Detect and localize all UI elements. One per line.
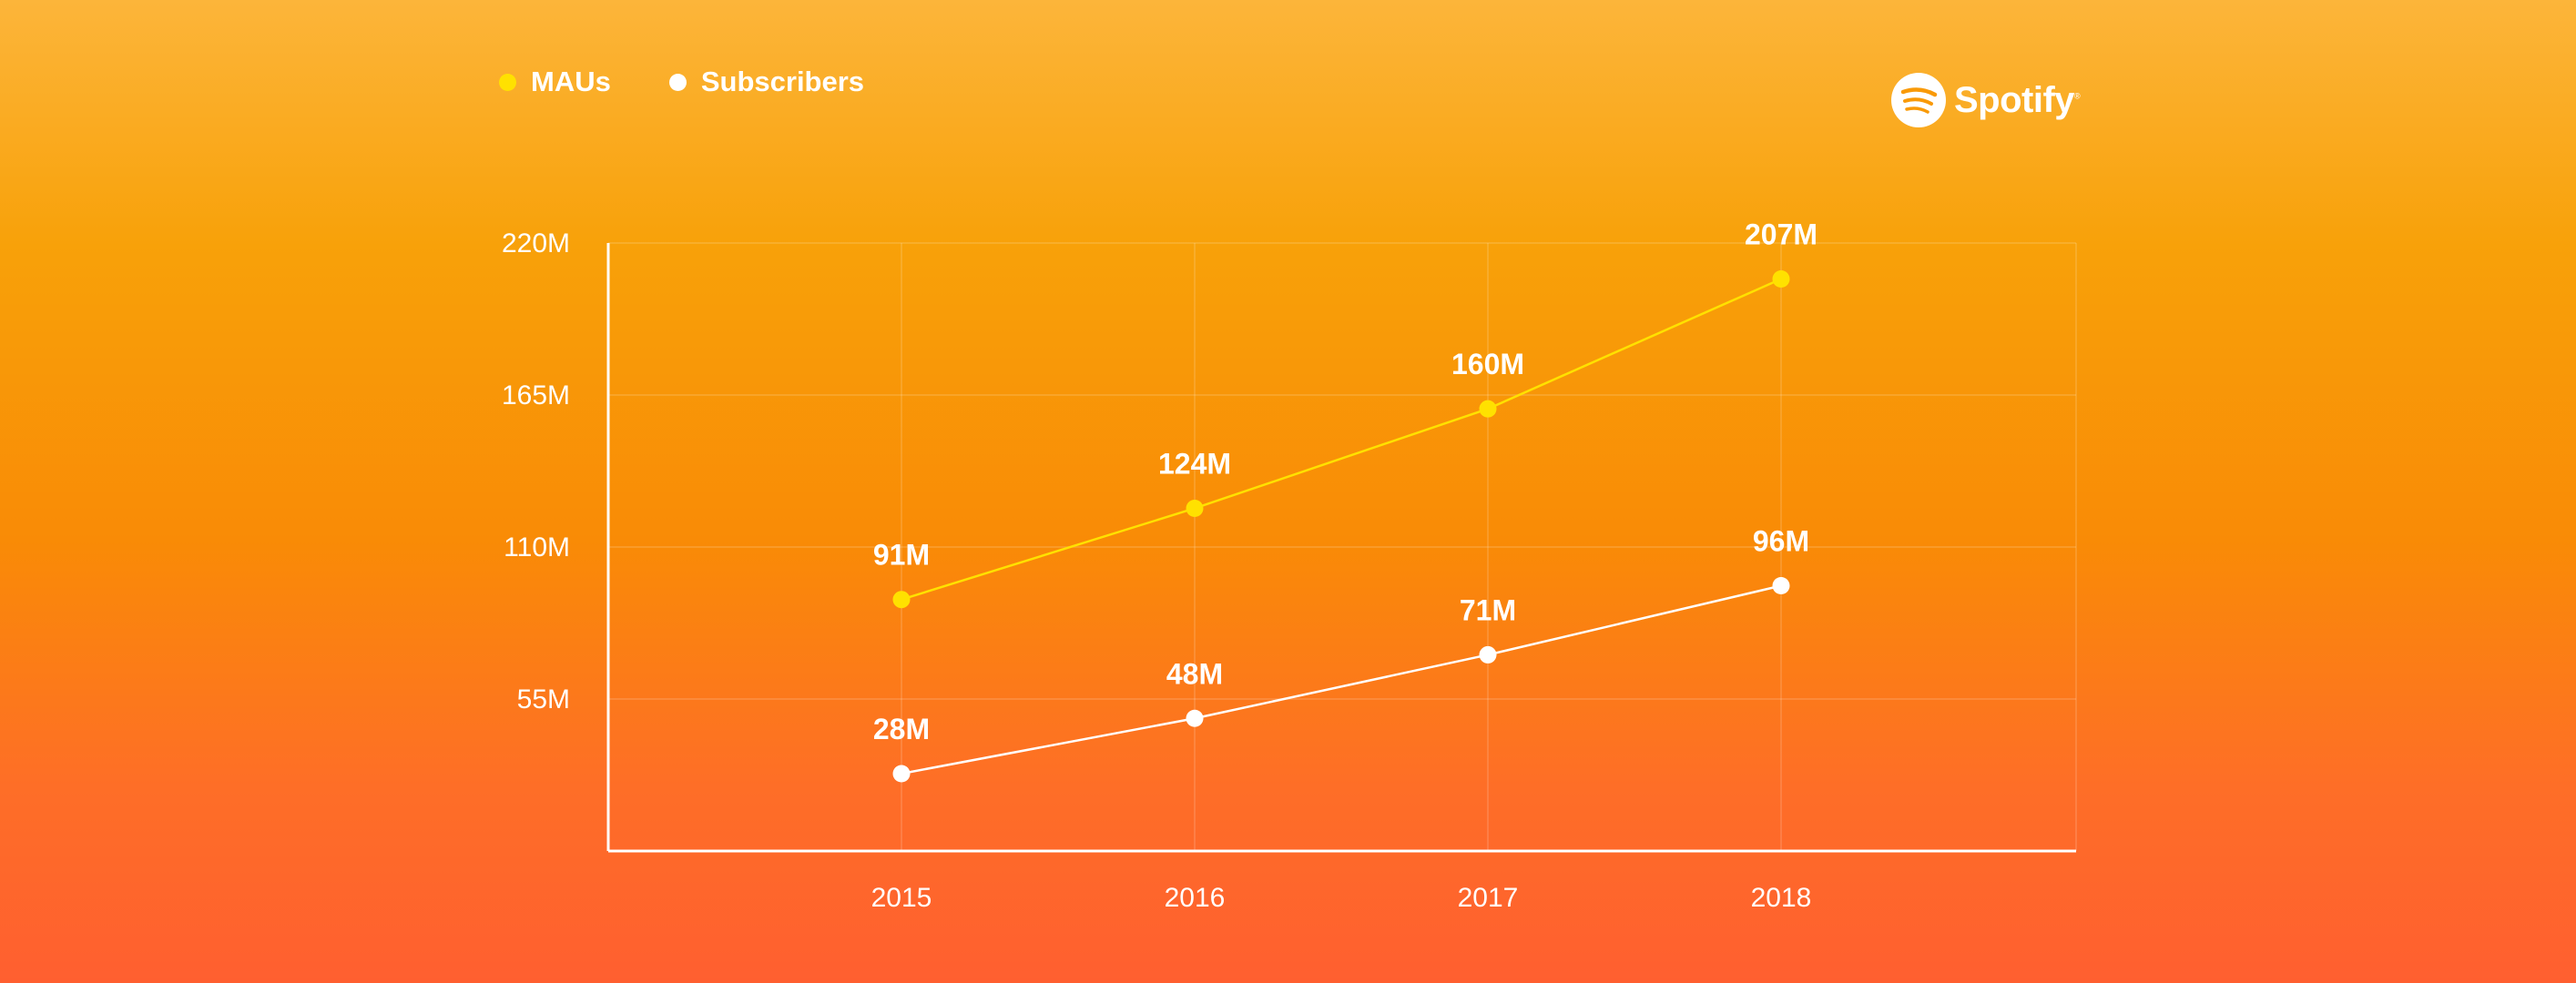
legend-label-subscribers: Subscribers	[700, 66, 865, 97]
spotify-logo: Spotify®	[1890, 72, 2081, 128]
data-point-subscribers	[892, 765, 911, 783]
x-tick-label: 2015	[871, 883, 932, 913]
data-label-subscribers: 71M	[1460, 593, 1516, 626]
spotify-wordmark: Spotify®	[1954, 79, 2081, 121]
y-tick-label: 110M	[504, 532, 570, 562]
x-tick-label: 2017	[1458, 883, 1519, 913]
series-line-subscribers	[901, 584, 1782, 775]
legend-dot-subscribers	[668, 73, 687, 91]
spotify-wordmark-text: Spotify	[1954, 79, 2075, 120]
series-line-maus	[901, 278, 1782, 601]
x-tick-label: 2016	[1165, 883, 1226, 913]
registered-mark: ®	[2074, 91, 2081, 101]
data-label-subscribers: 48M	[1166, 657, 1223, 690]
x-tick-label: 2018	[1751, 883, 1812, 913]
data-point-maus	[1186, 499, 1204, 517]
y-tick-label: 55M	[517, 684, 570, 714]
data-label-subscribers: 28M	[873, 713, 930, 745]
legend-label-maus: MAUs	[531, 66, 611, 97]
data-point-maus	[1479, 400, 1497, 418]
legend-item-subscribers: Subscribers	[668, 66, 865, 98]
data-label-subscribers: 96M	[1753, 525, 1809, 558]
data-label-maus: 160M	[1451, 348, 1524, 380]
data-point-subscribers	[1479, 645, 1497, 664]
data-label-maus: 91M	[873, 539, 930, 572]
data-label-maus: 124M	[1158, 447, 1231, 480]
data-point-subscribers	[1186, 709, 1204, 727]
data-point-maus	[892, 591, 911, 609]
legend-dot-maus	[499, 73, 516, 91]
spotify-icon	[1891, 73, 1946, 127]
data-point-subscribers	[1772, 577, 1790, 595]
y-tick-label: 220M	[502, 228, 570, 258]
data-label-maus: 207M	[1745, 218, 1817, 250]
y-tick-label: 165M	[502, 380, 570, 410]
data-point-maus	[1772, 269, 1790, 288]
chart-legend: MAUs Subscribers	[499, 66, 864, 98]
legend-item-maus: MAUs	[499, 66, 611, 98]
